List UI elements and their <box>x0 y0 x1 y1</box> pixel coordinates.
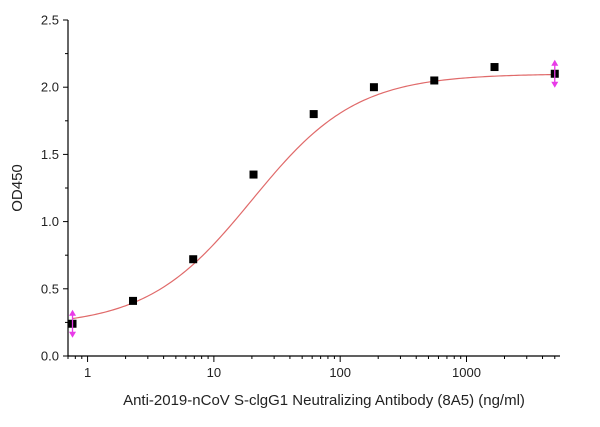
data-point <box>189 255 198 264</box>
x-tick-label: 100 <box>329 365 351 380</box>
fit-curve <box>72 73 555 320</box>
data-point <box>490 63 499 72</box>
y-tick-label: 1.5 <box>41 147 59 162</box>
x-tick-label: 1000 <box>452 365 481 380</box>
y-tick-label: 2.5 <box>41 13 59 28</box>
arrow-down-icon <box>69 331 77 338</box>
y-tick-label: 2.0 <box>41 80 59 95</box>
arrow-up-icon <box>551 59 559 66</box>
y-tick-label: 1.0 <box>41 214 59 229</box>
data-point <box>249 170 258 179</box>
arrow-down-icon <box>551 81 559 88</box>
x-tick-label: 10 <box>207 365 221 380</box>
y-axis-title: OD450 <box>9 164 26 212</box>
y-tick-label: 0.0 <box>41 349 59 364</box>
x-axis-title: Anti-2019-nCoV S-clgG1 Neutralizing Anti… <box>123 392 525 409</box>
data-point <box>430 76 439 85</box>
x-tick-label: 1 <box>84 365 91 380</box>
y-tick-label: 0.5 <box>41 281 59 296</box>
data-point <box>309 110 318 119</box>
arrow-up-icon <box>69 309 77 316</box>
data-point <box>369 83 378 92</box>
data-point <box>129 296 138 305</box>
